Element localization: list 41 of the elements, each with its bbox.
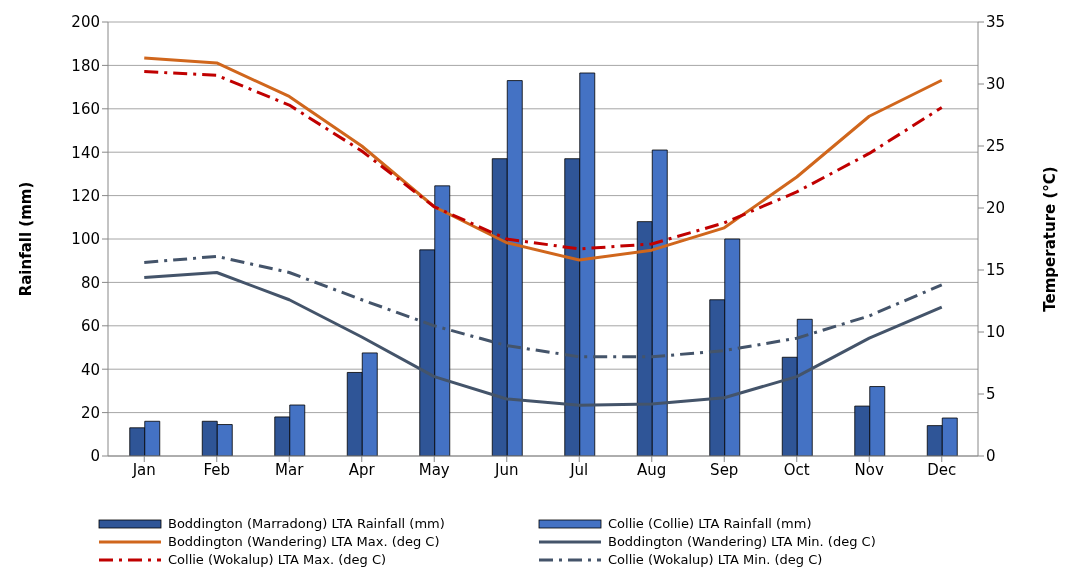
legend-label: Boddington (Wandering) LTA Max. (deg C)	[168, 534, 440, 549]
y-tick-label: 20	[80, 403, 100, 422]
y-tick-label: 100	[71, 230, 100, 249]
y-tick-label: 160	[71, 100, 100, 119]
x-tick-label: Apr	[348, 460, 376, 479]
x-tick-label: Jul	[569, 460, 589, 479]
legend-label: Boddington (Wandering) LTA Min. (deg C)	[608, 534, 876, 549]
x-tick-label: Sep	[710, 460, 739, 479]
y2-tick-label: 5	[986, 385, 996, 404]
y2-tick-label: 10	[986, 323, 1006, 342]
y-axis-title: Rainfall (mm)	[17, 181, 36, 297]
y-tick-label: 80	[80, 273, 100, 292]
x-tick-label: Jan	[131, 460, 156, 479]
x-tick-label: Oct	[783, 460, 810, 479]
x-tick-label: Dec	[927, 460, 957, 479]
y-tick-label: 40	[80, 360, 100, 379]
line-series	[142, 254, 944, 359]
y-tick-label: 60	[80, 317, 100, 336]
y2-tick-label: 20	[986, 199, 1006, 218]
y2-tick-label: 15	[986, 261, 1006, 280]
y-tick-label: 0	[90, 447, 100, 466]
x-tick-label: Mar	[275, 460, 305, 479]
y-tick-label: 200	[71, 13, 100, 32]
y2-tick-label: 35	[986, 13, 1006, 32]
y2-tick-label: 30	[986, 75, 1006, 94]
y2-tick-label: 0	[986, 447, 996, 466]
x-tick-label: Aug	[637, 460, 667, 479]
y-tick-label: 120	[71, 186, 100, 205]
x-tick-label: Feb	[203, 460, 231, 479]
x-tick-label: May	[418, 460, 450, 479]
y-tick-label: 140	[71, 143, 100, 162]
y-tick-label: 180	[71, 56, 100, 75]
line-series	[142, 270, 944, 407]
legend-label: Boddington (Marradong) LTA Rainfall (mm)	[168, 516, 445, 531]
y2-tick-label: 25	[986, 137, 1006, 156]
legend-label: Collie (Wokalup) LTA Min. (deg C)	[608, 552, 823, 567]
y2-axis-title: Temperature (°C)	[1041, 166, 1060, 312]
x-tick-label: Nov	[854, 460, 885, 479]
legend-label: Collie (Collie) LTA Rainfall (mm)	[608, 516, 812, 531]
x-tick-label: Jun	[494, 460, 519, 479]
legend-label: Collie (Wokalup) LTA Max. (deg C)	[168, 552, 387, 567]
